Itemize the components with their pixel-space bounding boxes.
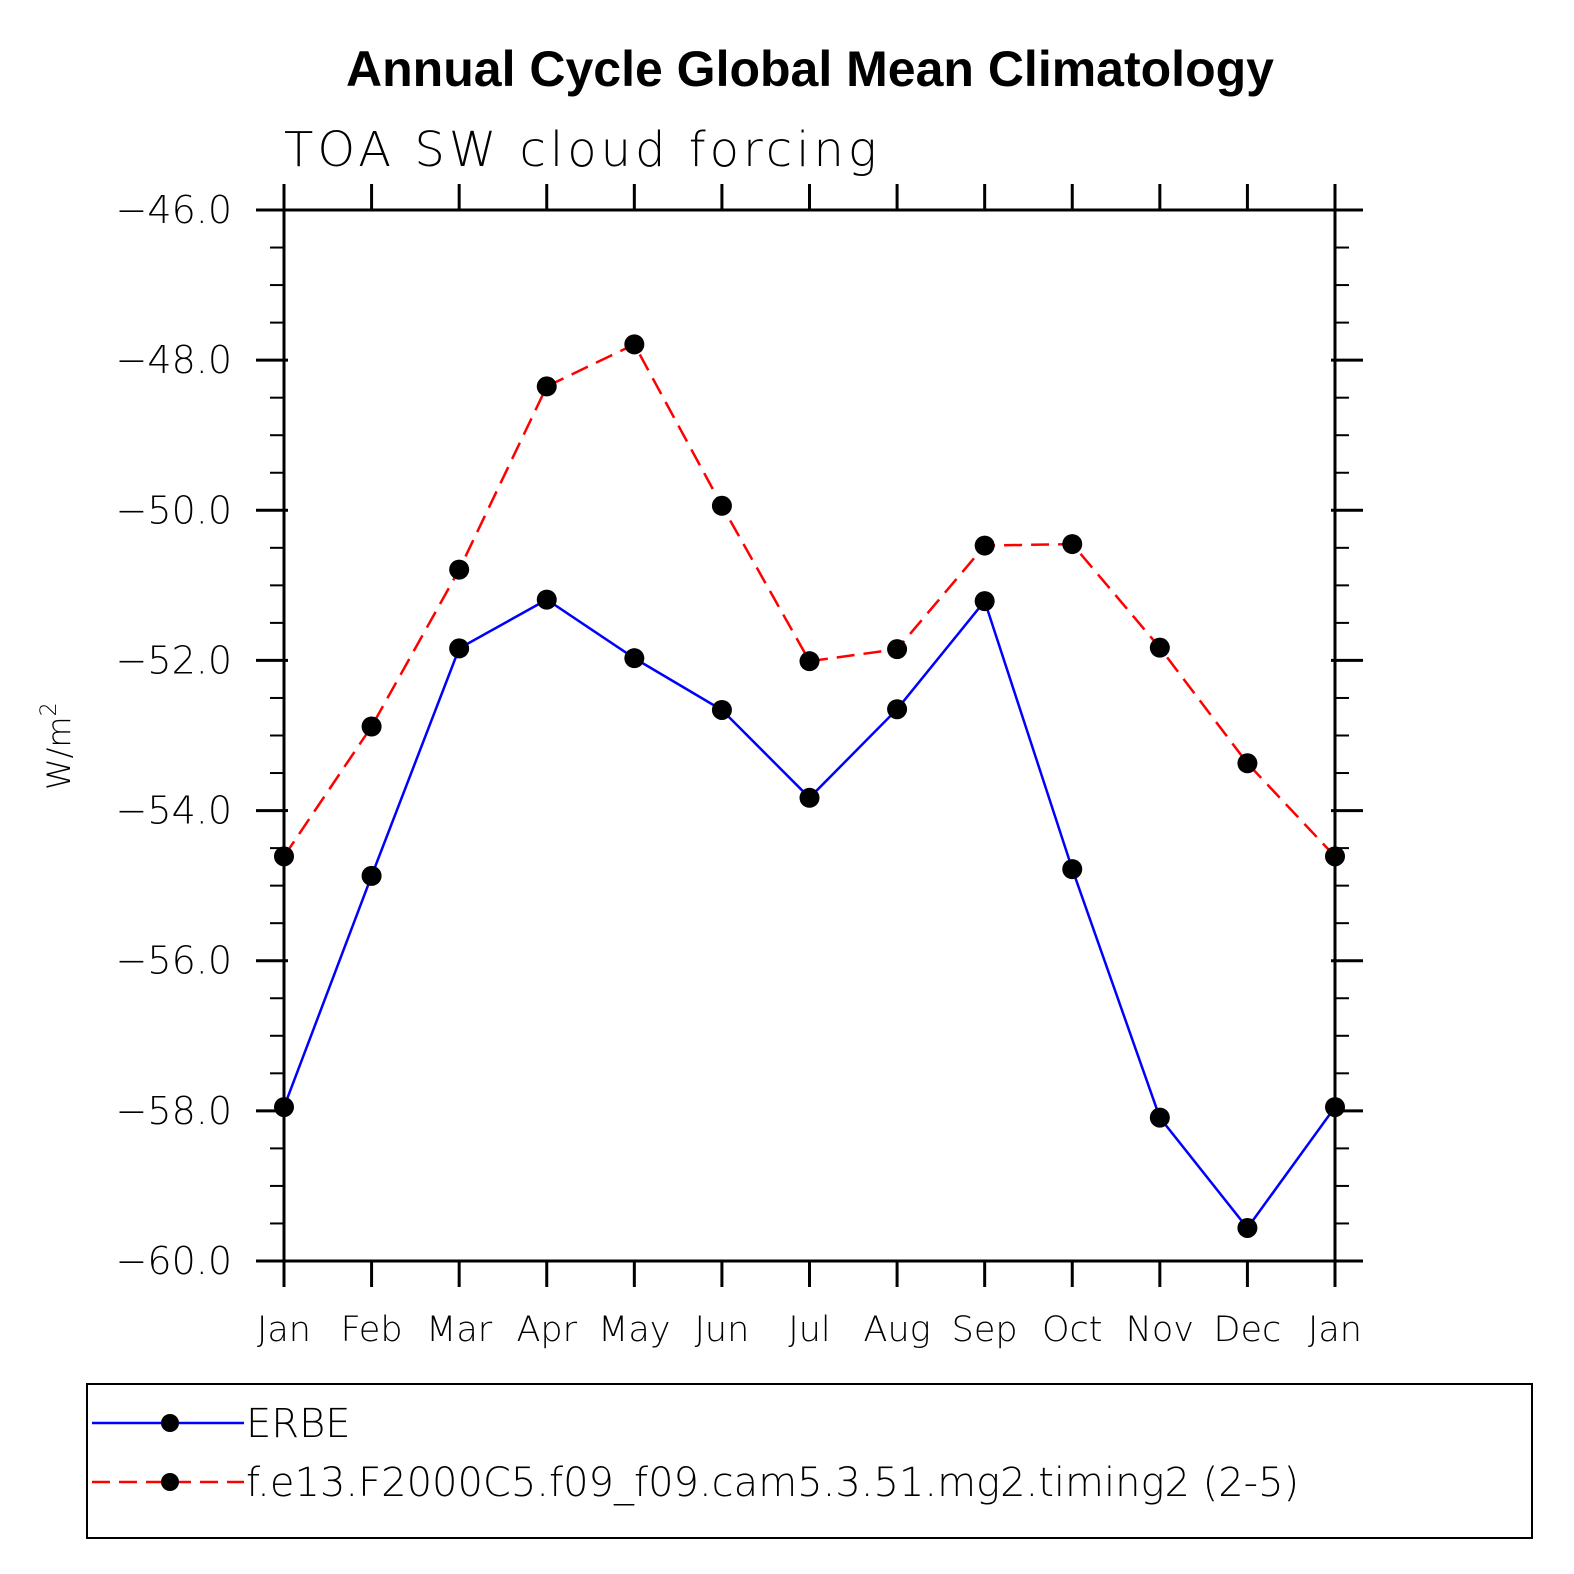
data-point-series-0 [536,589,557,610]
x-tick-label: Feb [341,1310,403,1350]
chart-subtitle: TOA SW cloud forcing [284,122,881,178]
data-point-series-1 [887,639,908,660]
series-line-1 [282,342,1336,858]
legend-label-erbe: ERBE [246,1401,351,1447]
data-point-series-1 [1325,846,1345,867]
legend-marker-erbe [161,1414,179,1432]
x-tick-label: Apr [516,1310,577,1350]
x-tick-label: Nov [1126,1310,1194,1350]
data-point-series-0 [1325,1097,1345,1118]
y-axis-label: W/m2 [37,702,78,790]
x-tick-label: Jan [1308,1310,1362,1350]
data-point-series-1 [624,334,645,355]
legend-marker-model [161,1473,179,1491]
y-tick-label: −48.0 [116,338,232,382]
x-tick-label: Jul [788,1310,830,1350]
x-tick-label: Dec [1214,1310,1282,1350]
x-tick-label: Jun [695,1310,750,1350]
data-point-series-1 [536,376,557,397]
y-axis-label-base: W/m [40,716,78,790]
plot-frame [282,208,1337,1263]
y-tick-label: −60.0 [116,1239,232,1283]
data-point-series-0 [449,638,470,659]
data-point-series-1 [274,846,294,867]
y-tick-label: −50.0 [116,488,232,532]
x-tick-labels: Jan Feb Mar Apr May Jun Jul Aug Sep Oct Nov Dec Jan [257,1310,1362,1350]
data-point-series-0 [887,699,908,720]
y-axis-label-superscript: 2 [37,702,62,716]
data-point-series-1 [711,495,732,516]
data-point-series-0 [974,591,995,612]
data-point-series-1 [1062,534,1083,555]
x-tick-label: Jan [257,1310,311,1350]
x-tick-label: Aug [864,1310,931,1350]
data-point-series-1 [449,559,470,580]
x-tick-label: Oct [1042,1310,1103,1350]
plot-border [282,208,1337,1263]
x-tick-label: Mar [426,1310,493,1350]
data-point-series-0 [1237,1217,1258,1238]
data-point-series-1 [1237,753,1258,774]
data-point-series-0 [1149,1107,1170,1128]
data-point-series-0 [274,1097,294,1118]
data-point-series-1 [1149,637,1170,658]
data-point-series-0 [799,787,820,808]
legend-label-model: f.e13.F2000C5.f09_f09.cam5.3.51.mg2.timi… [246,1460,1299,1506]
data-point-series-0 [361,865,382,886]
x-tick-label: May [598,1310,670,1350]
y-tick-label: −52.0 [116,638,232,682]
data-point-series-0 [1062,859,1083,880]
y-tick-labels: −60.0 −58.0 −56.0 −54.0 −52.0 −50.0 −48.0 −46.0 [116,188,232,1283]
data-point-series-1 [361,716,382,737]
data-point-series-0 [624,648,645,669]
y-tick-label: −56.0 [116,939,232,983]
series-layer [274,334,1345,1238]
legend: ERBE f.e13.F2000C5.f09_f09.cam5.3.51.mg2… [86,1383,1533,1539]
x-tick-label: Sep [952,1310,1018,1350]
y-tick-label: −46.0 [116,188,232,232]
data-point-series-0 [711,699,732,720]
chart-title: Annual Cycle Global Mean Climatology [346,41,1274,97]
svg-text:W/m2: W/m2 [37,702,78,790]
data-point-series-1 [974,535,995,556]
data-point-series-1 [799,651,820,672]
y-tick-label: −54.0 [116,789,232,833]
axis-ticks [256,184,1363,1287]
y-tick-label: −58.0 [116,1089,232,1133]
legend-box [86,1383,1533,1539]
series-line-0 [282,598,1337,1231]
